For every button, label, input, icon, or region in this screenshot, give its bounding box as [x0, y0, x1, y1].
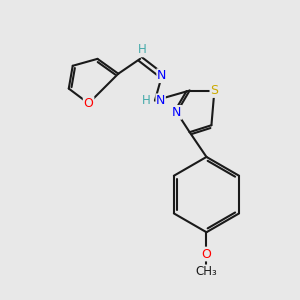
Text: H: H [138, 44, 146, 56]
Text: N: N [157, 69, 167, 82]
Text: H: H [142, 94, 151, 107]
Text: O: O [84, 97, 94, 110]
Text: S: S [210, 84, 218, 97]
Text: N: N [156, 94, 165, 107]
Text: N: N [172, 106, 182, 119]
Text: CH₃: CH₃ [196, 266, 217, 278]
Text: O: O [202, 248, 212, 260]
